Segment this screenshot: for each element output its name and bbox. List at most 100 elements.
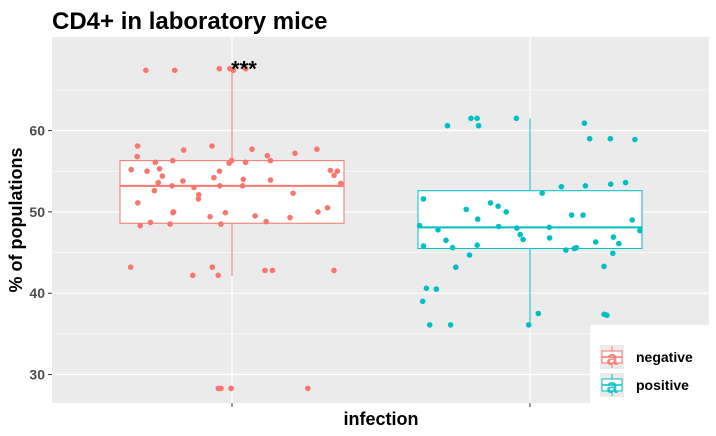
legend-label: positive bbox=[636, 377, 689, 393]
data-point-negative bbox=[211, 174, 217, 181]
data-point-negative bbox=[190, 272, 196, 279]
data-point-positive bbox=[568, 212, 575, 218]
data-point-positive bbox=[632, 136, 638, 143]
data-point-negative bbox=[252, 213, 258, 219]
data-point-positive bbox=[420, 196, 427, 202]
data-point-positive bbox=[495, 223, 502, 230]
data-point-positive bbox=[474, 115, 480, 122]
data-point-negative bbox=[267, 157, 274, 164]
data-point-positive bbox=[604, 312, 610, 319]
data-point-positive bbox=[420, 243, 427, 249]
data-point-negative bbox=[218, 221, 224, 227]
data-point-negative bbox=[155, 179, 161, 186]
data-point-negative bbox=[191, 184, 197, 191]
box-positive bbox=[417, 118, 643, 325]
data-point-negative bbox=[147, 219, 154, 226]
data-point-positive bbox=[466, 252, 473, 258]
data-point-negative bbox=[180, 178, 186, 184]
box-iqr bbox=[119, 160, 345, 224]
data-point-negative bbox=[180, 147, 187, 153]
data-point-positive bbox=[426, 322, 433, 328]
data-point-positive bbox=[586, 135, 593, 142]
legend-key-positive: a bbox=[600, 373, 624, 398]
data-point-negative bbox=[222, 209, 229, 216]
points-layer bbox=[127, 65, 643, 392]
x-axis bbox=[231, 403, 531, 407]
data-point-negative bbox=[170, 209, 176, 216]
data-point-negative bbox=[327, 167, 334, 174]
data-point-positive bbox=[558, 183, 565, 190]
data-point-negative bbox=[127, 264, 134, 271]
data-point-positive bbox=[525, 322, 532, 328]
data-point-positive bbox=[444, 122, 451, 129]
data-point-negative bbox=[226, 160, 232, 166]
data-point-positive bbox=[474, 242, 481, 248]
legend-key-glyph: a bbox=[606, 376, 618, 398]
data-point-negative bbox=[128, 166, 134, 173]
box-negative bbox=[119, 68, 345, 277]
significance-annotation: *** bbox=[231, 57, 257, 82]
data-point-negative bbox=[269, 267, 276, 274]
data-point-negative bbox=[331, 172, 337, 179]
data-point-negative bbox=[324, 205, 331, 211]
data-point-negative bbox=[315, 209, 321, 215]
data-point-positive bbox=[468, 115, 474, 122]
data-point-positive bbox=[610, 234, 617, 240]
data-point-negative bbox=[169, 157, 176, 164]
y-tick-label: 60 bbox=[29, 123, 45, 139]
data-point-negative bbox=[135, 200, 141, 206]
data-point-negative bbox=[263, 218, 270, 225]
data-point-negative bbox=[151, 187, 158, 194]
data-point-negative bbox=[209, 143, 215, 149]
data-point-positive bbox=[433, 286, 440, 292]
data-point-negative bbox=[134, 153, 140, 160]
data-point-negative bbox=[143, 67, 149, 74]
data-point-negative bbox=[264, 152, 271, 159]
data-point-negative bbox=[334, 168, 341, 174]
y-tick-label: 30 bbox=[29, 367, 45, 383]
box-iqr bbox=[417, 190, 643, 249]
data-point-negative bbox=[331, 267, 337, 274]
data-point-positive bbox=[513, 115, 520, 122]
data-point-negative bbox=[216, 65, 223, 72]
legend: a negative a positive bbox=[590, 325, 709, 403]
data-point-positive bbox=[495, 203, 501, 209]
data-point-positive bbox=[601, 263, 607, 270]
data-point-negative bbox=[216, 168, 223, 174]
legend-key-glyph: a bbox=[606, 348, 618, 370]
data-point-negative bbox=[196, 192, 202, 198]
data-point-positive bbox=[419, 298, 426, 305]
data-point-positive bbox=[474, 216, 481, 222]
data-point-negative bbox=[292, 150, 298, 157]
data-point-positive bbox=[622, 179, 629, 186]
y-axis-title: % of populations bbox=[6, 148, 26, 293]
data-point-positive bbox=[607, 135, 614, 142]
data-point-positive bbox=[535, 310, 542, 317]
data-point-positive bbox=[520, 236, 526, 243]
data-point-positive bbox=[610, 250, 616, 257]
data-point-negative bbox=[267, 177, 274, 183]
data-point-negative bbox=[314, 146, 320, 152]
chart-title: CD4+ in laboratory mice bbox=[52, 8, 327, 35]
data-point-positive bbox=[546, 235, 553, 241]
data-point-positive bbox=[503, 209, 510, 215]
data-point-negative bbox=[209, 264, 216, 271]
data-point-negative bbox=[287, 214, 293, 221]
data-point-negative bbox=[195, 196, 202, 202]
data-point-negative bbox=[144, 168, 150, 174]
data-point-positive bbox=[571, 245, 578, 252]
data-point-positive bbox=[487, 200, 494, 206]
data-point-negative bbox=[242, 65, 249, 72]
data-point-positive bbox=[592, 239, 599, 245]
legend-label: negative bbox=[636, 349, 693, 365]
data-point-negative bbox=[239, 183, 246, 189]
data-point-negative bbox=[230, 67, 237, 74]
data-point-positive bbox=[443, 237, 449, 244]
data-point-positive bbox=[453, 264, 459, 271]
data-point-positive bbox=[563, 247, 569, 253]
data-point-negative bbox=[228, 385, 234, 392]
data-point-negative bbox=[207, 213, 213, 220]
x-axis-title: infection bbox=[344, 409, 419, 429]
data-point-positive bbox=[637, 227, 643, 234]
